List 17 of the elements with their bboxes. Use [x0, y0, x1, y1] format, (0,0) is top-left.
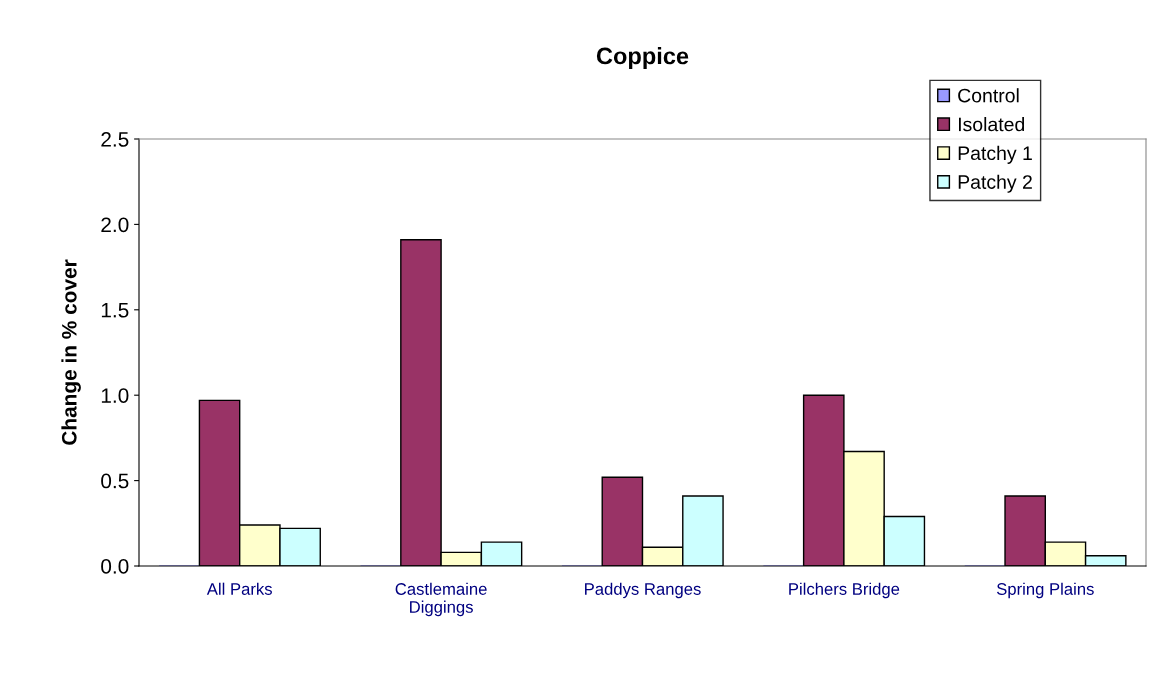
chart-title: Coppice: [596, 47, 689, 69]
x-tick-label: Spring Plains: [996, 582, 1094, 599]
y-tick-label: 2.5: [101, 132, 129, 147]
y-tick-label: 1.0: [101, 388, 129, 403]
y-tick-label: 0.0: [101, 559, 129, 574]
legend-label: Patchy 1: [958, 145, 1032, 164]
x-tick-label: Paddys Ranges: [585, 582, 701, 599]
x-tick-label: All Parks: [206, 582, 272, 595]
x-tick-label: Pilchers Bridge: [789, 582, 900, 599]
y-tick-label: 2.0: [101, 217, 129, 233]
legend-label: Isolated: [958, 117, 1025, 132]
y-tick-label: 1.5: [101, 303, 129, 318]
legend-label: Control: [958, 88, 1019, 103]
y-axis-title: Change in % cover: [61, 259, 81, 445]
y-tick-label: 0.5: [101, 473, 129, 489]
x-tick-label: Castlemaine Diggings: [395, 582, 487, 617]
legend-label: Patchy 2: [958, 174, 1032, 193]
